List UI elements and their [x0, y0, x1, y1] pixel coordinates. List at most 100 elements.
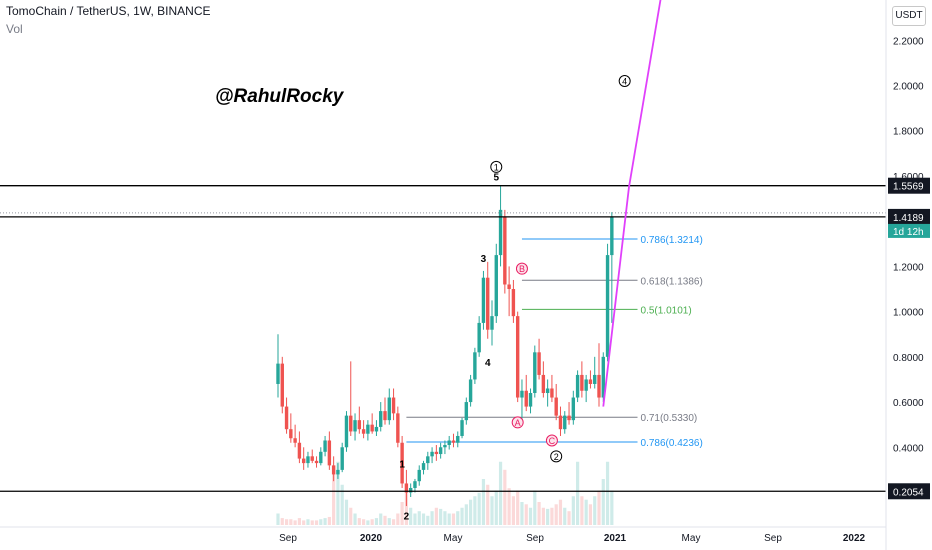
volume-bar — [430, 511, 434, 525]
candle-body — [426, 456, 430, 464]
wave-label: 2 — [554, 452, 559, 462]
candle-body — [473, 352, 477, 380]
candle-body — [515, 316, 520, 398]
price-axis-tick: 0.4000 — [893, 443, 924, 454]
price-axis-tick: 0.8000 — [893, 353, 924, 364]
candle-body — [430, 451, 434, 457]
candle-body — [584, 379, 588, 391]
price-unit-button[interactable]: USDT — [892, 6, 926, 26]
candle-body — [438, 447, 443, 455]
volume-bar — [344, 499, 349, 525]
volume-bar — [469, 499, 473, 525]
volume-bar — [297, 518, 301, 525]
candle-body — [340, 447, 344, 470]
author-watermark: @RahulRocky — [215, 86, 344, 107]
volume-bar — [554, 504, 558, 525]
candle-body — [511, 289, 516, 317]
volume-bar — [280, 518, 284, 525]
candle-body — [357, 420, 362, 430]
candle-body — [314, 460, 319, 464]
wave-label-circle — [550, 450, 563, 463]
candle-body — [460, 420, 464, 436]
volume-bar — [404, 490, 408, 525]
time-axis[interactable]: Sep 2020 May Sep 2021 May Sep 2022 — [0, 526, 886, 544]
candle-body — [464, 402, 469, 421]
volume-bar — [593, 496, 597, 525]
candle-body — [486, 277, 490, 330]
volume-indicator-label[interactable]: Vol — [6, 22, 23, 36]
level-price-badge — [888, 208, 930, 225]
volume-bar — [306, 519, 310, 525]
volume-bar — [349, 507, 353, 525]
volume-bar — [417, 511, 421, 525]
candle-body — [336, 469, 340, 475]
volume-bar — [323, 518, 327, 525]
volume-bar — [421, 513, 426, 525]
candle-body — [421, 463, 426, 470]
volume-bar — [588, 504, 593, 525]
volume-bar — [284, 519, 289, 525]
volume-bar — [379, 513, 383, 525]
candle-body — [301, 458, 306, 464]
price-axis-tick: 1.2000 — [893, 262, 924, 273]
fib-levels: 0.786(1.3214) 0.618(1.1386) 0.5(1.0101) 0.7… — [406, 235, 703, 449]
candle-body — [319, 451, 323, 464]
volume-bar — [289, 519, 293, 525]
volume-bar — [426, 515, 430, 525]
candle-body — [344, 415, 349, 448]
wave-label-circle — [515, 262, 528, 275]
projection-line — [602, 0, 662, 407]
volume-bar — [439, 508, 443, 525]
candle-body — [563, 415, 567, 430]
volume-bar — [366, 520, 370, 525]
volume-bar — [503, 469, 507, 525]
candle-body — [558, 415, 563, 430]
candle-body — [498, 209, 503, 256]
candle-body — [404, 483, 409, 493]
time-axis-tick: 2021 — [604, 533, 627, 544]
volume-bar — [605, 461, 610, 525]
price-axis[interactable]: 2.2000 2.0000 1.8000 1.6000 1.2000 1.0000 0.80… — [885, 0, 930, 550]
volume-bar — [477, 492, 481, 525]
candle-body — [396, 413, 400, 443]
candle-body — [383, 411, 387, 421]
candle-body — [533, 352, 537, 394]
wave-label-circle — [618, 74, 631, 87]
candle-body — [537, 352, 541, 375]
candle-body — [323, 440, 327, 452]
candle-body — [494, 255, 498, 317]
wave-label: 5 — [493, 172, 499, 183]
volume-bar — [473, 496, 477, 525]
candle-body — [391, 397, 396, 414]
volume-bar — [498, 461, 503, 525]
candle-body — [451, 440, 456, 443]
candle-body — [545, 388, 550, 394]
volume-bars — [276, 461, 614, 525]
volume-bar — [601, 479, 605, 525]
volume-bar — [362, 519, 366, 525]
volume-bar — [340, 484, 344, 525]
volume-bar — [584, 499, 588, 525]
wave-label: 4 — [622, 76, 627, 86]
candle-body — [408, 487, 413, 493]
volume-bar — [520, 502, 524, 525]
candle-body — [588, 379, 593, 384]
candle-body — [554, 397, 558, 416]
fib-level-label: 0.618(1.1386) — [641, 276, 703, 287]
candle-body — [580, 374, 584, 391]
volume-bar — [451, 513, 456, 525]
volume-bar — [537, 502, 541, 525]
candle-body — [353, 420, 357, 432]
volume-bar — [400, 502, 404, 525]
fib-level-label: 0.5(1.0101) — [641, 305, 692, 316]
time-axis-tick: 2022 — [843, 533, 866, 544]
candle-body — [276, 363, 280, 384]
projection-path — [602, 0, 662, 407]
candle-body — [597, 374, 601, 398]
volume-bar — [546, 508, 550, 525]
candle-body — [481, 277, 486, 323]
level-price-badge-label: 1.5569 — [893, 182, 924, 193]
wave-label: 2 — [404, 512, 410, 523]
candle-body — [310, 456, 314, 461]
